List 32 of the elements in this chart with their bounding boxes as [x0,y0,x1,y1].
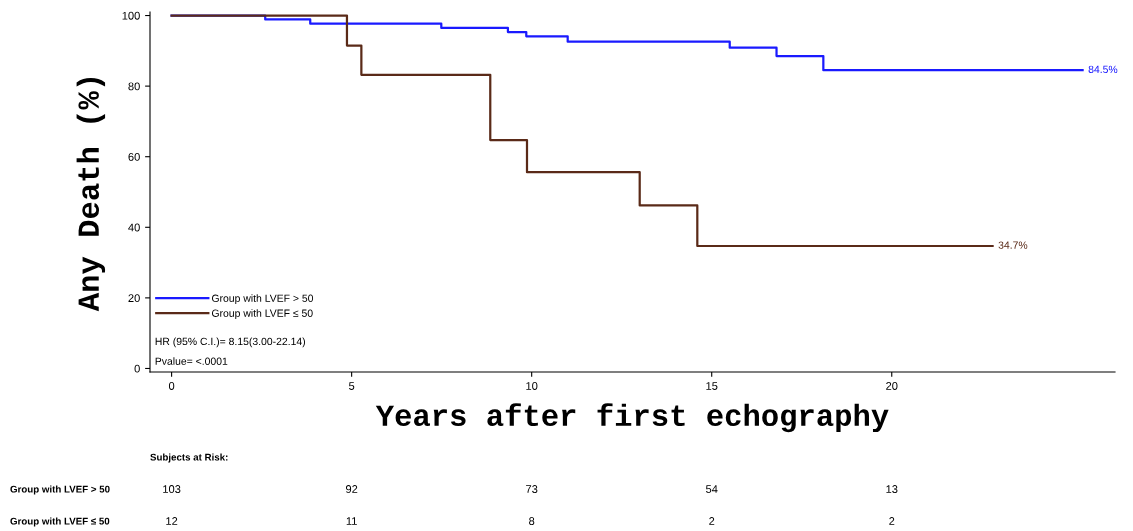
y-tick-label: 80 [128,82,140,91]
x-tick-label: 15 [706,382,718,390]
x-axis-title: Years after first echography [375,403,889,433]
text: Group with LVEF > 50 [10,485,110,495]
text: Group with LVEF ≤ 50 [10,517,110,527]
y-tick-label: 0 [134,364,140,373]
text: 73 [526,485,538,493]
y-tick-label: 20 [128,294,140,303]
x-tick-label: 5 [349,382,355,390]
annotation: 84.5% [1088,65,1118,74]
text: 2 [709,517,715,525]
text: 2 [889,517,895,525]
x-tick-label: 20 [886,382,898,390]
x-tick-label: 0 [168,382,175,390]
text: 54 [705,485,718,493]
y-axis-title: Any Death (%) [76,77,106,312]
text: Subjects at Risk: [150,453,228,463]
legend-label: Group with LVEF ≤ 50 [211,309,313,319]
annotation: 34.7% [998,241,1028,249]
y-tick-label: 40 [128,223,140,232]
y-tick-label: 60 [128,152,140,161]
text: 13 [886,485,898,493]
text: 11 [346,517,357,525]
text: 12 [166,517,178,525]
annotation: HR (95% C.I.)= 8.15(3.00-22.14) [155,337,305,348]
annotation: Pvalue= <.0001 [155,357,228,365]
text: 103 [163,485,181,493]
x-tick-label: 10 [526,382,538,390]
legend-label: Group with LVEF > 50 [211,294,314,305]
text: 92 [345,485,358,493]
y-tick-label: 100 [122,11,140,20]
text: 8 [529,517,535,525]
